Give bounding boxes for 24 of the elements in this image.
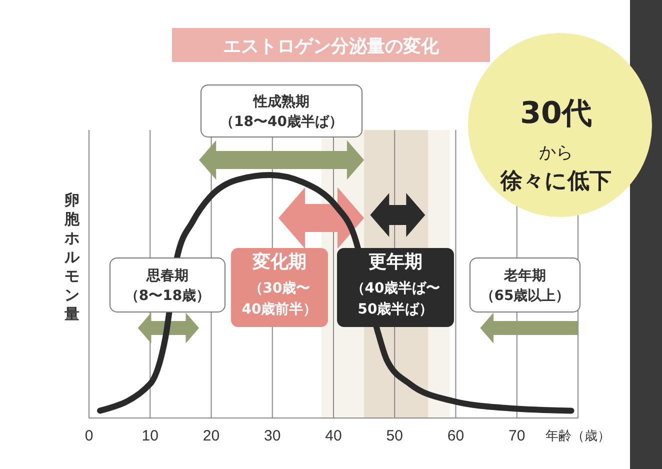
x-tick-label: 70 [508, 428, 526, 445]
annotation: （30歳〜40歳前半） [242, 280, 318, 318]
text: （18〜40歳半ば） [220, 114, 343, 130]
y-axis-title: 卵胞ホルモン量 [64, 191, 80, 323]
text: 性成熟期 [252, 93, 310, 110]
annotation: 老年期 [503, 268, 546, 284]
x-tick-label: 20 [202, 428, 220, 445]
x-tick-label: 0 [84, 428, 94, 445]
x-tick-label: 60 [447, 428, 464, 445]
annotation: （40歳半ば〜50歳半ば） [350, 280, 440, 318]
annotation: 徐々に低下 [500, 169, 612, 194]
x-tick-label: 40 [325, 428, 342, 445]
text: から [539, 143, 573, 163]
annotation: 思春期 [146, 268, 188, 284]
annotation: （65歳以上） [480, 288, 570, 304]
x-axis-title: 年齢（歳） [546, 429, 610, 444]
annotation: （8〜18歳） [124, 288, 210, 304]
x-tick-label: 10 [142, 428, 158, 445]
text: 30代 [520, 96, 592, 131]
x-tick-label: 50 [386, 428, 403, 445]
annotation: 変化期 [252, 252, 306, 272]
chart-title: エストロゲン分泌量の変化 [223, 36, 440, 57]
annotation: 更年期 [368, 252, 422, 272]
x-tick-label: 30 [264, 428, 281, 445]
